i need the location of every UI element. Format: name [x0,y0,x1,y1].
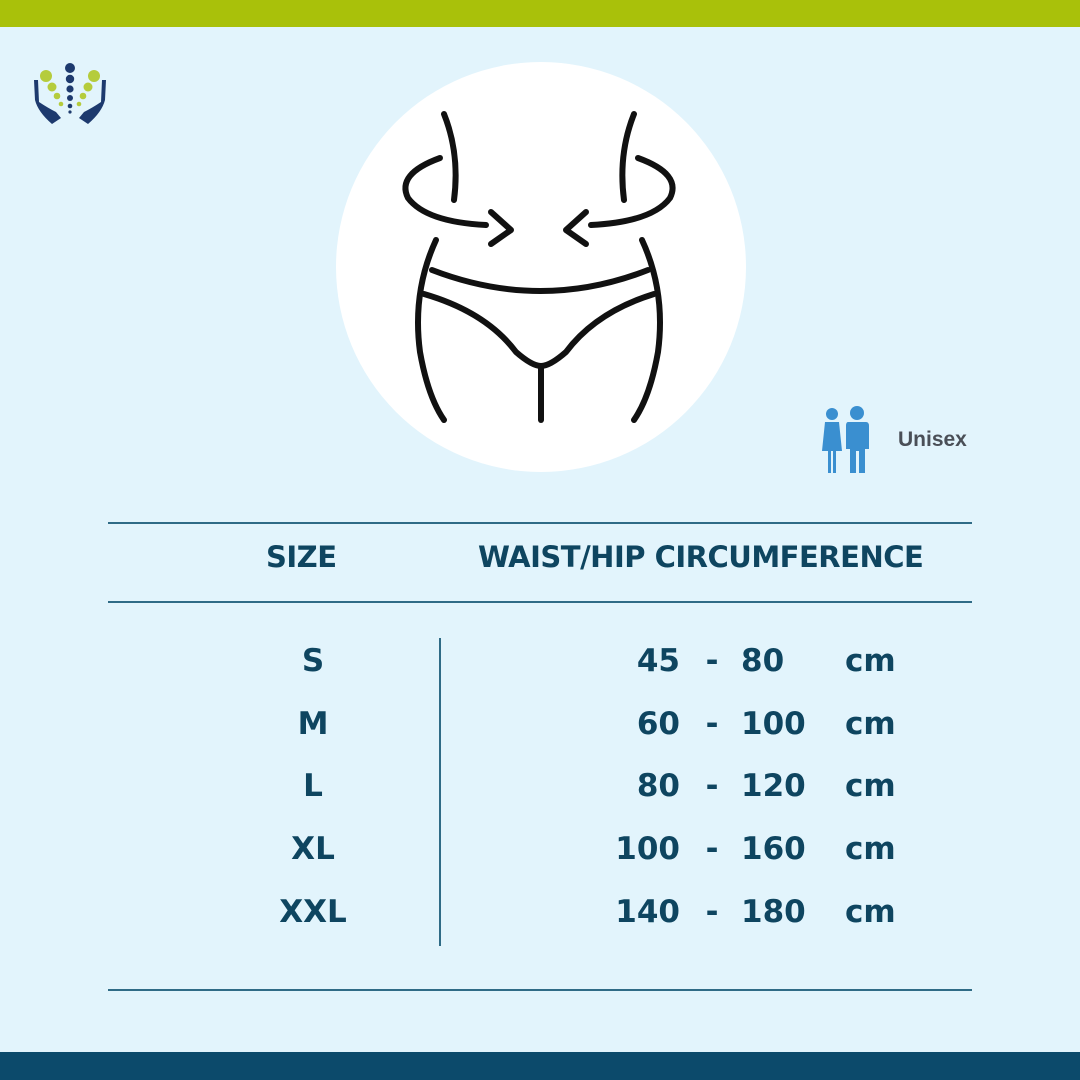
min-cell: 60 [636,706,680,742]
waist-hip-illustration-icon [336,62,746,472]
unit-cell: cm [845,831,896,867]
range-separator: - [705,894,719,930]
max-cell: 100 [741,706,806,742]
size-cell: M [297,706,329,742]
table-bottom-divider [108,989,972,991]
max-cell: 80 [741,643,785,679]
hands-spine-logo-icon [34,63,106,124]
max-cell: 180 [741,894,806,930]
unit-cell: cm [845,894,896,930]
unisex-people-icon [822,406,869,473]
top-accent-bar [0,0,1080,27]
table-top-divider [108,522,972,524]
unisex-badge: Unisex [820,405,967,475]
min-cell: 140 [615,894,680,930]
max-cell: 160 [741,831,806,867]
unit-cell: cm [845,706,896,742]
min-cell: 45 [636,643,680,679]
max-cell: 120 [741,768,806,804]
size-cell: XXL [279,894,347,930]
size-cell: L [303,768,323,804]
min-cell: 80 [636,768,680,804]
bottom-accent-bar [0,1052,1080,1080]
range-separator: - [705,706,719,742]
range-separator: - [705,831,719,867]
unit-cell: cm [845,643,896,679]
column-divider [439,638,441,946]
unisex-label: Unisex [898,428,967,451]
size-cell: S [301,643,325,679]
size-cell: XL [291,831,335,867]
min-cell: 100 [615,831,680,867]
unit-cell: cm [845,768,896,804]
size-column-header: SIZE [266,540,337,574]
range-separator: - [705,643,719,679]
measure-column-header: WAIST/HIP CIRCUMFERENCE [478,540,924,574]
range-separator: - [705,768,719,804]
header-divider [108,601,972,603]
